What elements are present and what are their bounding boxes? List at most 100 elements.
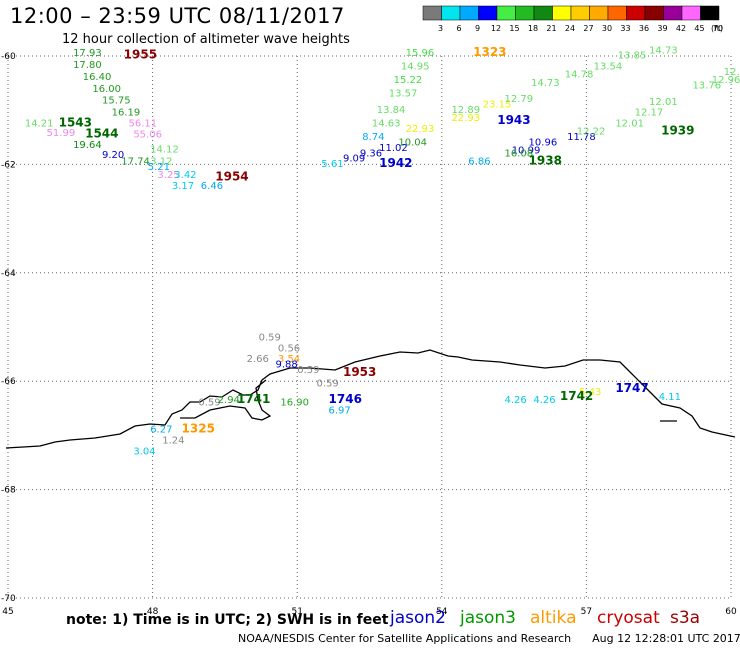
lat-tick-label: -64 <box>1 269 16 279</box>
pass-time-label: 1544 <box>85 126 118 140</box>
swh-value-label: 0.59 <box>198 398 220 409</box>
antarctic-coastline <box>5 349 736 449</box>
pass-time-label: 1747 <box>615 381 648 395</box>
scale-tick-label: 45 <box>694 24 704 33</box>
swh-value-label: 12.79 <box>504 94 533 105</box>
lat-tick-label: -70 <box>1 594 16 604</box>
swh-value-label: 23.15 <box>483 99 512 110</box>
scale-swatch <box>441 5 461 21</box>
swh-value-label: 4.26 <box>533 395 555 406</box>
scale-swatch <box>626 5 646 21</box>
swh-value-label: 9.09 <box>343 154 365 165</box>
satellite-legend-s3a: s3a <box>670 608 701 628</box>
swh-value-label: 5.43 <box>579 387 601 398</box>
swh-value-label: 6.97 <box>329 406 351 417</box>
swh-value-label: 12.13 <box>724 67 740 78</box>
scale-swatch <box>663 5 683 21</box>
swh-value-label: 14.78 <box>565 70 594 81</box>
page-subtitle: 12 hour collection of altimeter wave hei… <box>62 32 350 47</box>
swh-value-label: 9.20 <box>102 150 124 161</box>
scale-swatch <box>552 5 572 21</box>
swh-value-label: 2.94 <box>218 395 240 406</box>
color-scale-bar: 3 6 9 12 15 18 21 24 27 30 33 36 39 42 45 70(ft) <box>422 5 723 33</box>
pass-time-label: 1742 <box>560 389 593 403</box>
swh-value-label: 15.96 <box>406 48 435 59</box>
swh-value-label: 16.00 <box>92 84 121 95</box>
swh-value-label: 5.61 <box>321 159 343 170</box>
pass-time-label: 1325 <box>182 422 215 436</box>
pass-time-label: 1746 <box>329 392 362 406</box>
swh-value-label: 14.12 <box>150 144 179 155</box>
swh-value-label: 5.21 <box>148 162 170 173</box>
scale-swatch <box>681 5 701 21</box>
scale-tick-label: 27 <box>583 24 593 33</box>
swh-value-label: 12.17 <box>635 108 664 119</box>
swh-value-label: 3.12 <box>150 156 172 167</box>
swh-value-label: 14.73 <box>531 78 560 89</box>
swh-value-label: 16.19 <box>112 108 141 119</box>
lon-tick-label: 51 <box>291 607 302 617</box>
swh-value-label: 2.66 <box>247 354 269 365</box>
satellite-legend-jason2: jason2 <box>390 608 446 628</box>
swh-value-label: 15.22 <box>394 75 423 86</box>
swh-value-label: 16.08 <box>504 148 533 159</box>
swh-value-label: 4.11 <box>659 392 681 403</box>
scale-unit-label: (ft) <box>711 24 723 33</box>
scale-swatch <box>515 5 535 21</box>
swh-value-label: 4.26 <box>504 395 526 406</box>
scale-tick-label: 42 <box>676 24 686 33</box>
swh-value-label: 0.59 <box>259 333 281 344</box>
swh-value-label: 0.59 <box>297 365 319 376</box>
lon-tick-label: 60 <box>725 607 737 617</box>
lat-tick-label: -60 <box>1 52 16 62</box>
swh-value-label: 3.25 <box>157 170 179 181</box>
lat-tick-label: -68 <box>1 486 16 496</box>
scale-swatch <box>607 5 627 21</box>
swh-value-label: 14.73 <box>649 45 678 56</box>
lon-tick-label: 57 <box>581 607 592 617</box>
swh-value-label: 13.84 <box>377 105 406 116</box>
scale-swatch <box>589 5 609 21</box>
scale-swatch <box>496 5 516 21</box>
swh-value-label: 15.75 <box>102 96 131 107</box>
scale-tick-label: 21 <box>546 24 556 33</box>
swh-value-label: 55.06 <box>133 129 162 140</box>
pass-time-label: 1953 <box>343 365 376 379</box>
swh-value-label: 14.95 <box>401 62 430 73</box>
scale-tick-label: 18 <box>528 24 538 33</box>
pass-time-label: 1543 <box>59 115 92 129</box>
swh-value-label: 10.99 <box>512 146 541 157</box>
swh-value-label: 9.36 <box>360 148 382 159</box>
pass-time-label: 1943 <box>497 113 530 127</box>
credit-text: NOAA/NESDIS Center for Satellite Applica… <box>238 632 572 645</box>
swh-value-label: 6.46 <box>201 181 223 192</box>
scale-tick-label: 33 <box>620 24 630 33</box>
swh-value-label: 3.04 <box>133 446 155 457</box>
satellite-legend-jason3: jason3 <box>460 608 516 628</box>
swh-value-label: 16.90 <box>280 398 309 409</box>
swh-value-label: 13.57 <box>389 89 418 100</box>
pass-time-label: 1323 <box>473 45 506 59</box>
lat-tick-label: -62 <box>1 160 16 170</box>
pass-time-label: 1955 <box>124 48 157 62</box>
satellite-legend-cryosat: cryosat <box>597 608 660 628</box>
swh-value-label: 13.85 <box>618 51 647 62</box>
swh-value-label: 22.93 <box>406 124 435 135</box>
scale-tick-label: 3 <box>438 24 443 33</box>
pass-time-label: 1938 <box>529 153 562 167</box>
scale-swatch <box>478 5 498 21</box>
scale-swatch <box>700 5 720 21</box>
swh-value-label: 8.74 <box>362 132 384 143</box>
axis-ticks: 45 48 51 54 57 60 -60 -62 -64 -66 -68 -70 <box>1 52 737 617</box>
satellite-legend-altika: altika <box>530 608 577 628</box>
swh-value-label: 3.42 <box>174 170 196 181</box>
swh-value-label: 12.89 <box>451 105 480 116</box>
timestamp: Aug 12 12:28:01 UTC 2017 <box>592 632 740 645</box>
lat-lon-grid <box>7 55 732 599</box>
scale-tick-label: 15 <box>509 24 519 33</box>
scale-swatch <box>644 5 664 21</box>
swh-value-label: 16.40 <box>83 72 112 83</box>
